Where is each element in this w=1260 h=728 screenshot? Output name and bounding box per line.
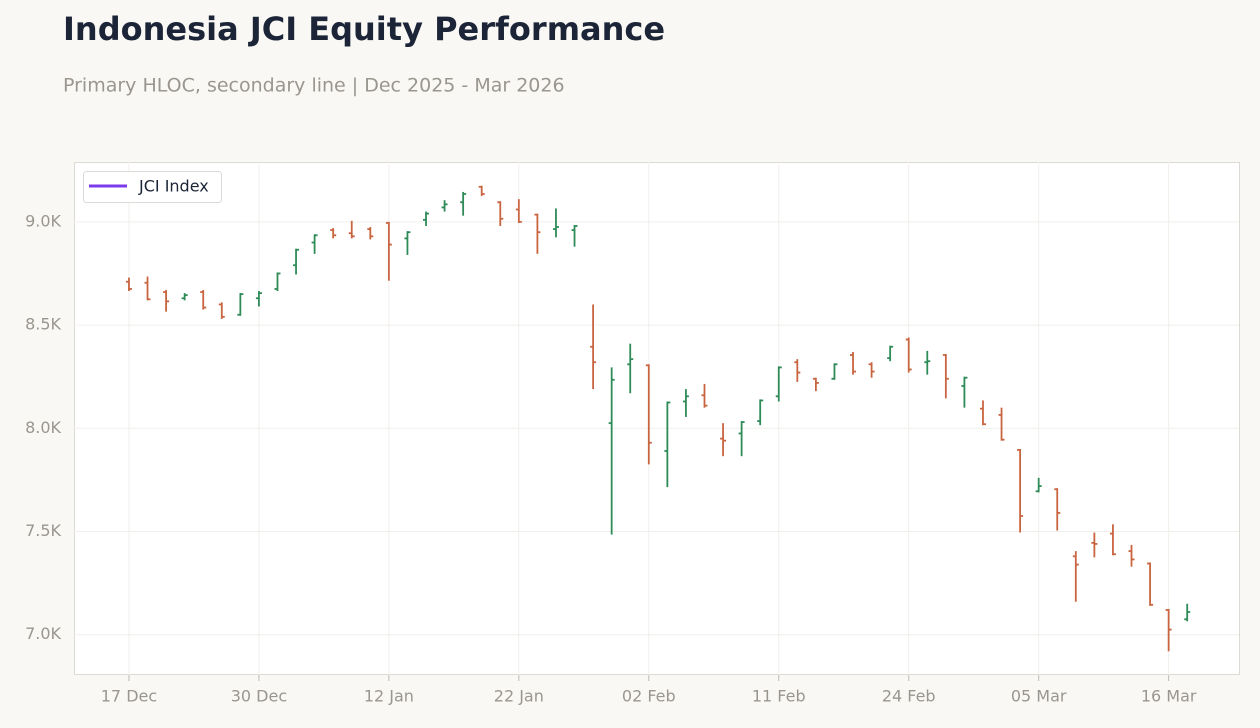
y-tick-label: 8.0K <box>25 418 61 437</box>
x-tick-label: 17 Dec <box>101 687 157 706</box>
x-tick-label: 11 Feb <box>752 687 806 706</box>
x-tick-label: 24 Feb <box>882 687 936 706</box>
x-tick-label: 16 Mar <box>1141 687 1197 706</box>
y-tick-label: 7.0K <box>25 624 61 643</box>
x-tick-label: 02 Feb <box>622 687 676 706</box>
legend-box <box>83 171 222 203</box>
y-tick-label: 8.5K <box>25 315 61 334</box>
x-tick-label: 30 Dec <box>231 687 287 706</box>
chart-title: Indonesia JCI Equity Performance <box>63 10 665 48</box>
x-tick-label: 12 Jan <box>364 687 414 706</box>
x-tick-label: 05 Mar <box>1011 687 1067 706</box>
x-tick-label: 22 Jan <box>494 687 544 706</box>
plot-area <box>74 162 1240 675</box>
y-tick-label: 9.0K <box>25 211 61 230</box>
legend-label: JCI Index <box>138 177 209 196</box>
chart-subtitle: Primary HLOC, secondary line | Dec 2025 … <box>63 75 565 97</box>
y-tick-label: 7.5K <box>25 521 61 540</box>
